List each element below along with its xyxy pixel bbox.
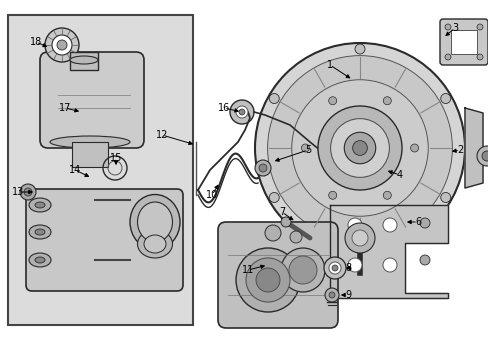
Ellipse shape bbox=[143, 235, 165, 253]
Circle shape bbox=[354, 44, 364, 54]
Text: 7: 7 bbox=[278, 207, 285, 217]
Ellipse shape bbox=[35, 229, 45, 235]
Ellipse shape bbox=[130, 194, 180, 249]
Ellipse shape bbox=[50, 136, 130, 148]
Ellipse shape bbox=[35, 202, 45, 208]
Circle shape bbox=[476, 146, 488, 166]
Ellipse shape bbox=[29, 253, 51, 267]
Circle shape bbox=[382, 218, 396, 232]
Bar bbox=[72, 142, 108, 167]
Text: 16: 16 bbox=[218, 103, 230, 113]
Ellipse shape bbox=[35, 257, 45, 263]
Circle shape bbox=[330, 118, 388, 177]
Bar bbox=[450, 30, 476, 54]
Text: 17: 17 bbox=[59, 103, 71, 113]
Circle shape bbox=[328, 191, 336, 199]
Text: 12: 12 bbox=[156, 130, 168, 140]
Circle shape bbox=[383, 191, 390, 199]
Ellipse shape bbox=[29, 198, 51, 212]
Circle shape bbox=[382, 258, 396, 272]
FancyBboxPatch shape bbox=[26, 189, 183, 291]
Circle shape bbox=[52, 35, 72, 55]
Text: 10: 10 bbox=[205, 190, 218, 200]
Circle shape bbox=[264, 225, 281, 241]
Circle shape bbox=[383, 97, 390, 105]
Circle shape bbox=[440, 94, 450, 103]
Text: 1: 1 bbox=[326, 60, 332, 70]
Text: 18: 18 bbox=[30, 37, 42, 47]
FancyBboxPatch shape bbox=[218, 222, 337, 328]
Circle shape bbox=[345, 223, 374, 253]
Circle shape bbox=[24, 188, 32, 196]
Text: 15: 15 bbox=[110, 153, 122, 163]
Circle shape bbox=[269, 193, 279, 202]
Circle shape bbox=[347, 218, 361, 232]
Circle shape bbox=[259, 164, 266, 172]
Circle shape bbox=[476, 54, 482, 60]
Circle shape bbox=[20, 184, 36, 200]
Circle shape bbox=[288, 256, 316, 284]
Circle shape bbox=[444, 24, 450, 30]
Circle shape bbox=[328, 97, 336, 105]
Circle shape bbox=[301, 144, 309, 152]
Text: 4: 4 bbox=[396, 170, 402, 180]
Circle shape bbox=[410, 144, 418, 152]
Circle shape bbox=[419, 255, 429, 265]
Circle shape bbox=[254, 160, 270, 176]
Circle shape bbox=[291, 80, 427, 216]
Text: 8: 8 bbox=[344, 263, 350, 273]
Circle shape bbox=[57, 40, 67, 50]
Circle shape bbox=[317, 106, 401, 190]
Circle shape bbox=[236, 248, 299, 312]
Bar bbox=[70, 52, 98, 70]
FancyBboxPatch shape bbox=[40, 52, 143, 148]
Text: 6: 6 bbox=[414, 217, 420, 227]
Circle shape bbox=[254, 43, 464, 253]
Circle shape bbox=[289, 231, 302, 243]
Circle shape bbox=[281, 217, 290, 227]
Polygon shape bbox=[329, 205, 447, 298]
Circle shape bbox=[344, 132, 375, 164]
Circle shape bbox=[239, 109, 244, 115]
Circle shape bbox=[419, 218, 429, 228]
Bar bbox=[8, 15, 193, 325]
Circle shape bbox=[269, 94, 279, 104]
Circle shape bbox=[324, 257, 346, 279]
Text: 3: 3 bbox=[451, 23, 457, 33]
Text: 13: 13 bbox=[12, 187, 24, 197]
Circle shape bbox=[481, 151, 488, 161]
Circle shape bbox=[45, 28, 79, 62]
Circle shape bbox=[229, 100, 253, 124]
Text: 2: 2 bbox=[456, 145, 462, 155]
Circle shape bbox=[245, 258, 289, 302]
Circle shape bbox=[281, 248, 325, 292]
FancyBboxPatch shape bbox=[439, 19, 487, 65]
Circle shape bbox=[256, 268, 280, 292]
Circle shape bbox=[351, 230, 367, 246]
Circle shape bbox=[331, 265, 337, 271]
Text: 9: 9 bbox=[344, 290, 350, 300]
Ellipse shape bbox=[137, 202, 172, 242]
Circle shape bbox=[347, 258, 361, 272]
Circle shape bbox=[328, 262, 340, 274]
Polygon shape bbox=[464, 108, 482, 188]
Circle shape bbox=[440, 193, 450, 202]
Circle shape bbox=[328, 292, 334, 298]
Circle shape bbox=[354, 242, 364, 252]
Circle shape bbox=[267, 55, 451, 240]
Circle shape bbox=[352, 141, 366, 156]
Ellipse shape bbox=[70, 56, 98, 64]
Ellipse shape bbox=[29, 225, 51, 239]
Circle shape bbox=[444, 54, 450, 60]
Circle shape bbox=[476, 24, 482, 30]
Text: 11: 11 bbox=[242, 265, 254, 275]
Text: 5: 5 bbox=[304, 145, 310, 155]
Circle shape bbox=[325, 288, 338, 302]
Ellipse shape bbox=[137, 230, 172, 258]
Circle shape bbox=[236, 106, 247, 118]
Text: 14: 14 bbox=[69, 165, 81, 175]
